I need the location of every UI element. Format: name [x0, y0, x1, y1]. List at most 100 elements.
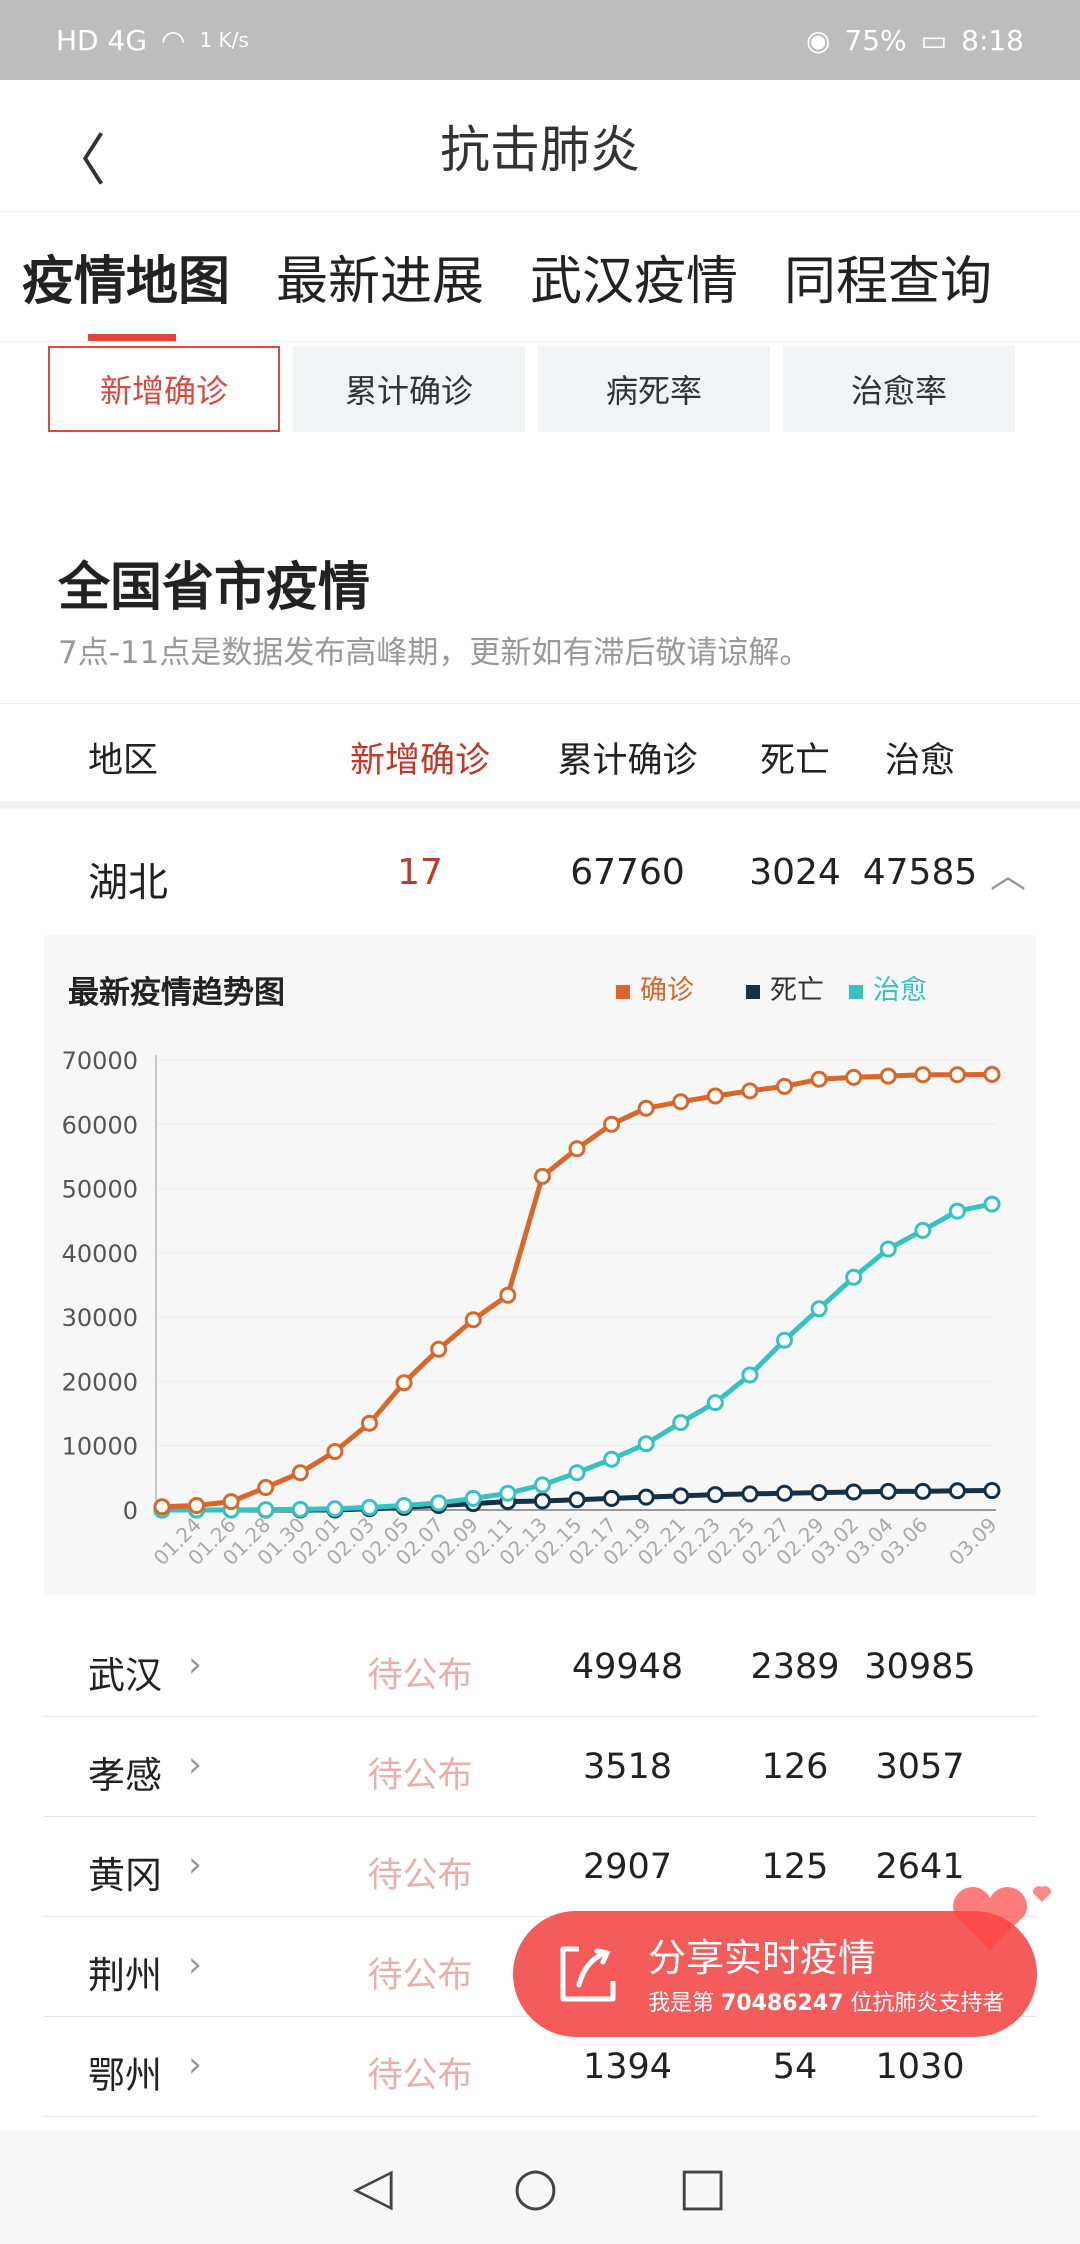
legend-swatch	[616, 985, 630, 999]
data-point	[983, 1065, 1001, 1083]
data-point	[672, 1093, 690, 1111]
tab-query[interactable]: 同程查询	[784, 252, 993, 312]
tab-bar: 疫情地图 最新进展 武汉疫情 同程查询	[0, 212, 1080, 342]
data-point	[533, 1492, 551, 1510]
clock: 8:18	[961, 23, 1024, 57]
col-dead[interactable]: 死亡	[759, 741, 830, 781]
city-total: 49948	[571, 1647, 684, 1687]
page-title: 抗击肺炎	[440, 120, 640, 179]
data-point	[326, 1443, 344, 1460]
data-point	[603, 1450, 621, 1468]
city-row[interactable]: 鄂州 › 待公布 1394 54 1030	[44, 2017, 1036, 2117]
tab-wuhan[interactable]: 武汉疫情	[530, 252, 739, 312]
chevron-right-icon: ›	[188, 1845, 202, 1885]
subtab-cure-rate[interactable]: 治愈率	[783, 346, 1015, 432]
chart-title: 最新疫情趋势图	[68, 975, 285, 1011]
city-dead: 54	[772, 2047, 818, 2087]
data-point	[222, 1493, 240, 1511]
tab-progress[interactable]: 最新进展	[276, 252, 485, 312]
data-point	[706, 1394, 724, 1412]
data-point	[533, 1476, 551, 1494]
city-row[interactable]: 黄冈 › 待公布 2907 125 2641	[44, 1817, 1036, 1917]
nav-back-icon[interactable]: ◁	[352, 2157, 393, 2217]
data-point	[361, 1414, 378, 1432]
chevron-right-icon: ›	[188, 1645, 202, 1685]
city-dead: 2389	[750, 1647, 840, 1687]
data-point	[914, 1066, 932, 1084]
y-tick-label: 70000	[62, 1047, 138, 1075]
province-row[interactable]: 湖北 17 67760 3024 47585 ︿	[0, 820, 1080, 920]
subtab-mortality[interactable]: 病死率	[538, 346, 770, 432]
trend-chart: 最新疫情趋势图 确诊 死亡 治愈 0 10000 20000 30000 40000 50000…	[44, 935, 1036, 1595]
city-row[interactable]: 武汉 › 待公布 49948 2389 30985	[44, 1617, 1036, 1717]
data-point	[430, 1494, 448, 1512]
subtab-new[interactable]: 新增确诊	[48, 346, 280, 432]
data-point	[845, 1068, 863, 1086]
col-new[interactable]: 新增确诊	[349, 741, 490, 781]
data-point	[845, 1483, 863, 1501]
x-tick-label: 03.09	[944, 1513, 1001, 1570]
collapse-chevron-icon[interactable]: ︿	[990, 855, 1027, 896]
data-point	[706, 1087, 724, 1105]
back-icon[interactable]: 〈	[50, 129, 106, 194]
share-title: 分享实时疫情	[648, 1936, 877, 1980]
city-dead: 126	[761, 1747, 829, 1787]
wifi-icon: ◠	[161, 23, 186, 57]
data-point	[879, 1067, 897, 1085]
nav-home-icon[interactable]: ○	[512, 2157, 559, 2217]
section-subtitle: 7点-11点是数据发布高峰期，更新如有滞后敬请谅解。	[58, 635, 811, 671]
col-total[interactable]: 累计确诊	[557, 741, 698, 781]
data-point	[706, 1486, 724, 1504]
battery-icon: ▭	[920, 23, 948, 57]
chevron-right-icon: ›	[188, 1945, 202, 1985]
city-new: 待公布	[367, 1956, 473, 1996]
data-point	[741, 1485, 759, 1503]
subtab-total[interactable]: 累计确诊	[293, 346, 525, 432]
data-point	[603, 1489, 621, 1507]
city-total: 2907	[582, 1847, 673, 1887]
province-name: 湖北	[88, 860, 168, 906]
legend-swatch	[849, 985, 863, 999]
y-tick-label: 60000	[62, 1111, 138, 1139]
y-tick-label: 50000	[62, 1176, 138, 1204]
province-total: 67760	[570, 852, 685, 893]
data-point	[568, 1491, 586, 1509]
data-point	[637, 1099, 655, 1117]
header: 〈 抗击肺炎	[0, 80, 1080, 212]
data-point	[291, 1464, 309, 1482]
city-total: 3518	[582, 1747, 673, 1787]
city-cured: 3057	[875, 1747, 965, 1787]
y-tick-label: 40000	[62, 1240, 138, 1268]
data-point	[776, 1331, 793, 1349]
col-cured[interactable]: 治愈	[884, 741, 955, 781]
data-point	[568, 1464, 586, 1482]
city-row[interactable]: 荆州 › 待公布	[44, 1917, 1036, 2017]
data-point	[810, 1484, 828, 1502]
data-point	[464, 1489, 482, 1507]
data-point	[983, 1482, 1001, 1500]
data-point	[603, 1115, 621, 1133]
tab-map[interactable]: 疫情地图	[22, 252, 231, 312]
nav-recents-icon[interactable]: □	[678, 2157, 728, 2217]
active-tab-indicator	[88, 334, 176, 341]
battery-level: 75%	[844, 23, 907, 57]
network-indicator: HD 4G	[56, 23, 148, 57]
table-header: 地区 新增确诊 累计确诊 死亡 治愈	[0, 703, 1080, 809]
heart-icon	[953, 1886, 1052, 1950]
data-point	[257, 1501, 275, 1519]
data-point	[395, 1374, 413, 1392]
data-point	[153, 1498, 171, 1516]
city-row[interactable]: 孝感 › 待公布 3518 126 3057	[44, 1717, 1036, 1817]
legend-label: 死亡	[770, 975, 824, 1006]
data-point	[326, 1500, 344, 1518]
data-point	[637, 1435, 655, 1453]
city-name: 孝感	[88, 1754, 162, 1797]
data-point	[499, 1286, 517, 1304]
y-tick-label: 0	[123, 1497, 138, 1525]
supporter-count: 70486247	[721, 1991, 844, 2016]
city-name: 鄂州	[88, 2054, 162, 2097]
trend-chart-svg: 最新疫情趋势图 确诊 死亡 治愈 0 10000 20000 30000 40000 50000…	[62, 975, 1002, 1570]
data-point	[879, 1482, 897, 1500]
city-name: 黄冈	[88, 1854, 162, 1897]
share-button[interactable]: 分享实时疫情 我是第 70486247 位抗肺炎支持者	[513, 1911, 1037, 2037]
